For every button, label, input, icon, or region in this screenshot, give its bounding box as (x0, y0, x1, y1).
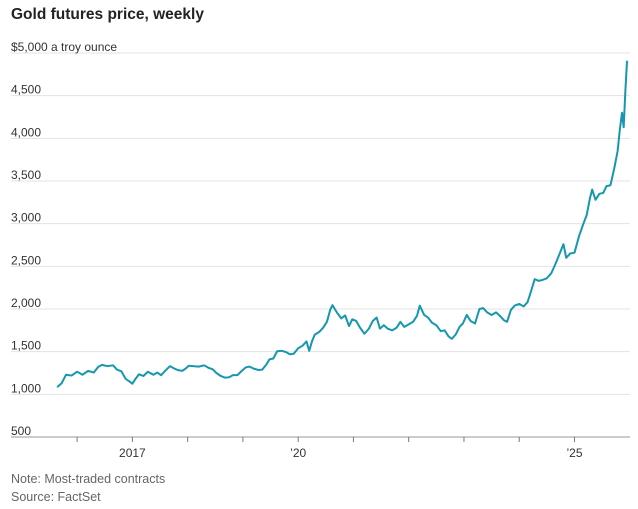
ytick-label-4500: 4,500 (11, 83, 41, 97)
series-line-gold-futures (56, 60, 628, 388)
xtick-label-2025: ’25 (566, 446, 582, 460)
xtick-label-2017: 2017 (119, 446, 146, 460)
ytick-label-3000: 3,000 (11, 211, 41, 225)
ytick-label-4000: 4,000 (11, 125, 41, 139)
ytick-label-2000: 2,000 (11, 296, 41, 310)
ytick-label-1500: 1,500 (11, 339, 41, 353)
ytick-label-500: 500 (11, 424, 31, 438)
chart-title: Gold futures price, weekly (11, 6, 204, 23)
ytick-label-3500: 3,500 (11, 168, 41, 182)
chart-source: Source: FactSet (11, 490, 101, 504)
ytick-label-2500: 2,500 (11, 253, 41, 267)
ytick-label-1000: 1,000 (11, 381, 41, 395)
xtick-label-2020: ’20 (290, 446, 306, 460)
chart-note: Note: Most-traded contracts (11, 472, 166, 486)
y-axis-unit-label: $5,000 a troy ounce (11, 40, 117, 54)
